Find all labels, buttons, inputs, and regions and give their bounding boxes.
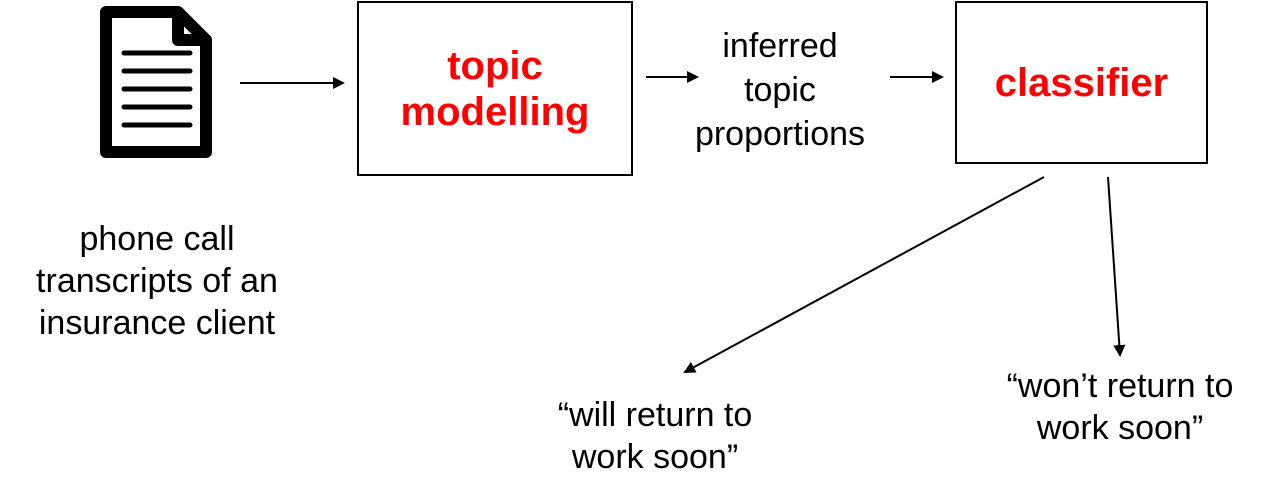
topic-modelling-line-1: topic — [447, 43, 543, 88]
source-label-line-3: insurance client — [38, 304, 276, 342]
will-return-line-2: work soon” — [571, 438, 739, 476]
topic-proportions-label: inferred topic proportions — [670, 24, 890, 156]
topic-modelling-label: topic modelling — [401, 43, 590, 135]
classifier-label: classifier — [994, 60, 1169, 105]
arrow-classifier-to-will-return — [683, 176, 1045, 373]
source-label-line-2: transcripts of an — [36, 262, 278, 300]
arrow-classifier-to-wont-return — [1107, 176, 1126, 357]
wont-return-line-1: “won’t return to — [1006, 367, 1234, 405]
wont-return-label: “won’t return to work soon” — [960, 365, 1278, 449]
topic-modelling-line-2: modelling — [400, 89, 590, 134]
source-label-line-1: phone call — [79, 220, 235, 258]
topic-proportions-line-1: inferred — [722, 27, 838, 65]
document-icon — [100, 6, 212, 158]
topic-modelling-box: topic modelling — [357, 1, 633, 176]
classifier-box: classifier — [955, 1, 1208, 164]
topic-proportions-line-2: topic — [744, 71, 816, 109]
will-return-label: “will return to work soon” — [505, 394, 805, 478]
topic-proportions-line-3: proportions — [694, 115, 866, 153]
source-label: phone call transcripts of an insurance c… — [0, 218, 314, 344]
wont-return-line-2: work soon” — [1036, 409, 1204, 447]
will-return-line-1: “will return to — [557, 396, 753, 434]
